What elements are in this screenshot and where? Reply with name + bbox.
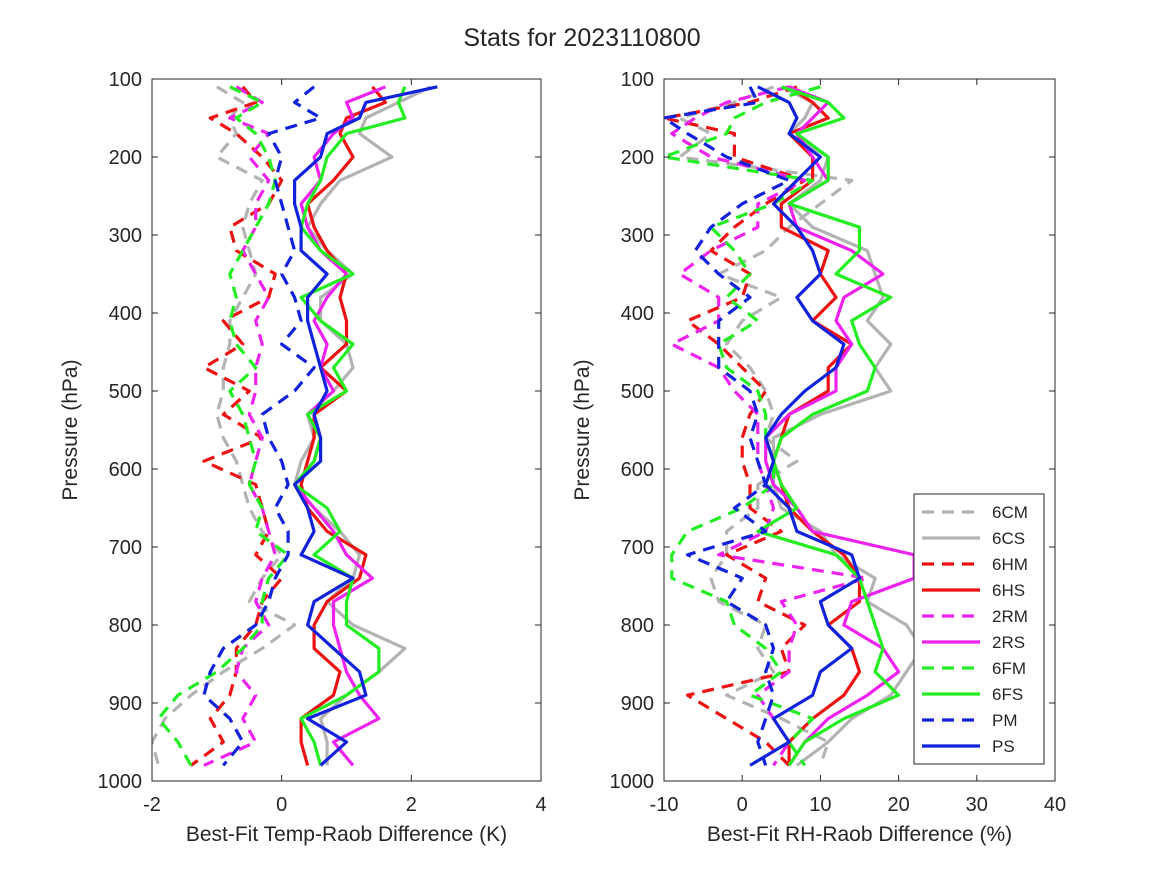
axes-box: [663, 78, 1056, 782]
series-group: [152, 85, 438, 767]
panel-1: -2 0 2 4 100 200 300 400 500 600 700 800 900 1000 Best…: [59, 69, 547, 846]
legend-label-6fs: 6FS: [992, 685, 1023, 704]
series-line-6hm: [189, 85, 284, 767]
y-tick-label: 1000: [98, 771, 143, 793]
y-tick-label: 600: [109, 459, 142, 481]
y-tick-label: 300: [109, 225, 142, 247]
legend-label-6cs: 6CS: [992, 529, 1025, 548]
series-line-pm: [664, 86, 791, 766]
y-tick-label: 200: [109, 147, 142, 169]
x-tick-label: 4: [535, 794, 546, 816]
series-line-6cm: [677, 85, 854, 766]
y-tick-label: 100: [621, 69, 654, 91]
series-group: [664, 85, 924, 767]
y-tick-label: 900: [621, 693, 654, 715]
y-tick-label: 500: [109, 381, 142, 403]
x-axis-label: Best-Fit RH-Raob Difference (%): [707, 823, 1012, 846]
y-axis-label: Pressure (hPa): [59, 359, 82, 500]
panel-2: -10 0 10 20 30 40 100 200 300 400 500 600 700 800 900 1…: [571, 69, 1066, 846]
legend-label-ps: PS: [992, 737, 1015, 756]
series-line-6fm: [156, 85, 290, 767]
axes-box: [151, 78, 542, 782]
series-line-6fs: [756, 85, 901, 767]
x-tick-label: 30: [966, 794, 988, 816]
legend: 6CM 6CS 6HM 6HS 2RM 2RS 6FM 6FS PM PS: [913, 493, 1045, 765]
series-line-6fm: [664, 85, 821, 767]
legend-label-6fm: 6FM: [992, 659, 1026, 678]
y-tick-label: 700: [621, 537, 654, 559]
series-line-ps: [749, 85, 862, 767]
x-tick-label: 0: [276, 794, 287, 816]
series-line-ps: [293, 85, 438, 767]
x-tick-label: 40: [1044, 794, 1066, 816]
y-tick-label: 600: [621, 459, 654, 481]
legend-label-2rm: 2RM: [992, 607, 1028, 626]
series-line-2rm: [670, 85, 869, 767]
legend-label-6hs: 6HS: [992, 581, 1025, 600]
y-axis-label: Pressure (hPa): [571, 359, 594, 500]
x-tick-label: 20: [887, 794, 909, 816]
y-tick-label: 700: [109, 537, 142, 559]
chart-title: Stats for 2023110800: [463, 24, 700, 52]
legend-label-6hm: 6HM: [992, 555, 1028, 574]
y-tick-label: 900: [109, 693, 142, 715]
x-tick-label: 2: [406, 794, 417, 816]
y-tick-label: 800: [621, 615, 654, 637]
y-tick-label: 200: [621, 147, 654, 169]
y-tick-label: 400: [621, 303, 654, 325]
legend-label-2rs: 2RS: [992, 633, 1025, 652]
y-tick-label: 300: [621, 225, 654, 247]
series-line-6fs: [293, 86, 407, 766]
y-tick-label: 1000: [610, 771, 655, 793]
legend-label-pm: PM: [992, 711, 1018, 730]
series-line-2rs: [293, 85, 386, 767]
y-tick-label: 100: [109, 69, 142, 91]
panels: -2 0 2 41002003004005006007008009001000Best…: [59, 69, 1066, 846]
x-tick-label: -10: [650, 794, 679, 816]
y-tick-label: 800: [109, 615, 142, 637]
x-tick-label: 0: [737, 794, 748, 816]
x-tick-label: -2: [143, 794, 161, 816]
x-tick-label: 10: [809, 794, 831, 816]
series-line-6cm: [152, 85, 297, 766]
y-tick-label: 500: [621, 381, 654, 403]
series-line-pm: [202, 85, 323, 767]
x-axis-label: Best-Fit Temp-Raob Difference (K): [186, 823, 507, 846]
y-tick-label: 400: [109, 303, 142, 325]
legend-label-6cm: 6CM: [992, 503, 1028, 522]
